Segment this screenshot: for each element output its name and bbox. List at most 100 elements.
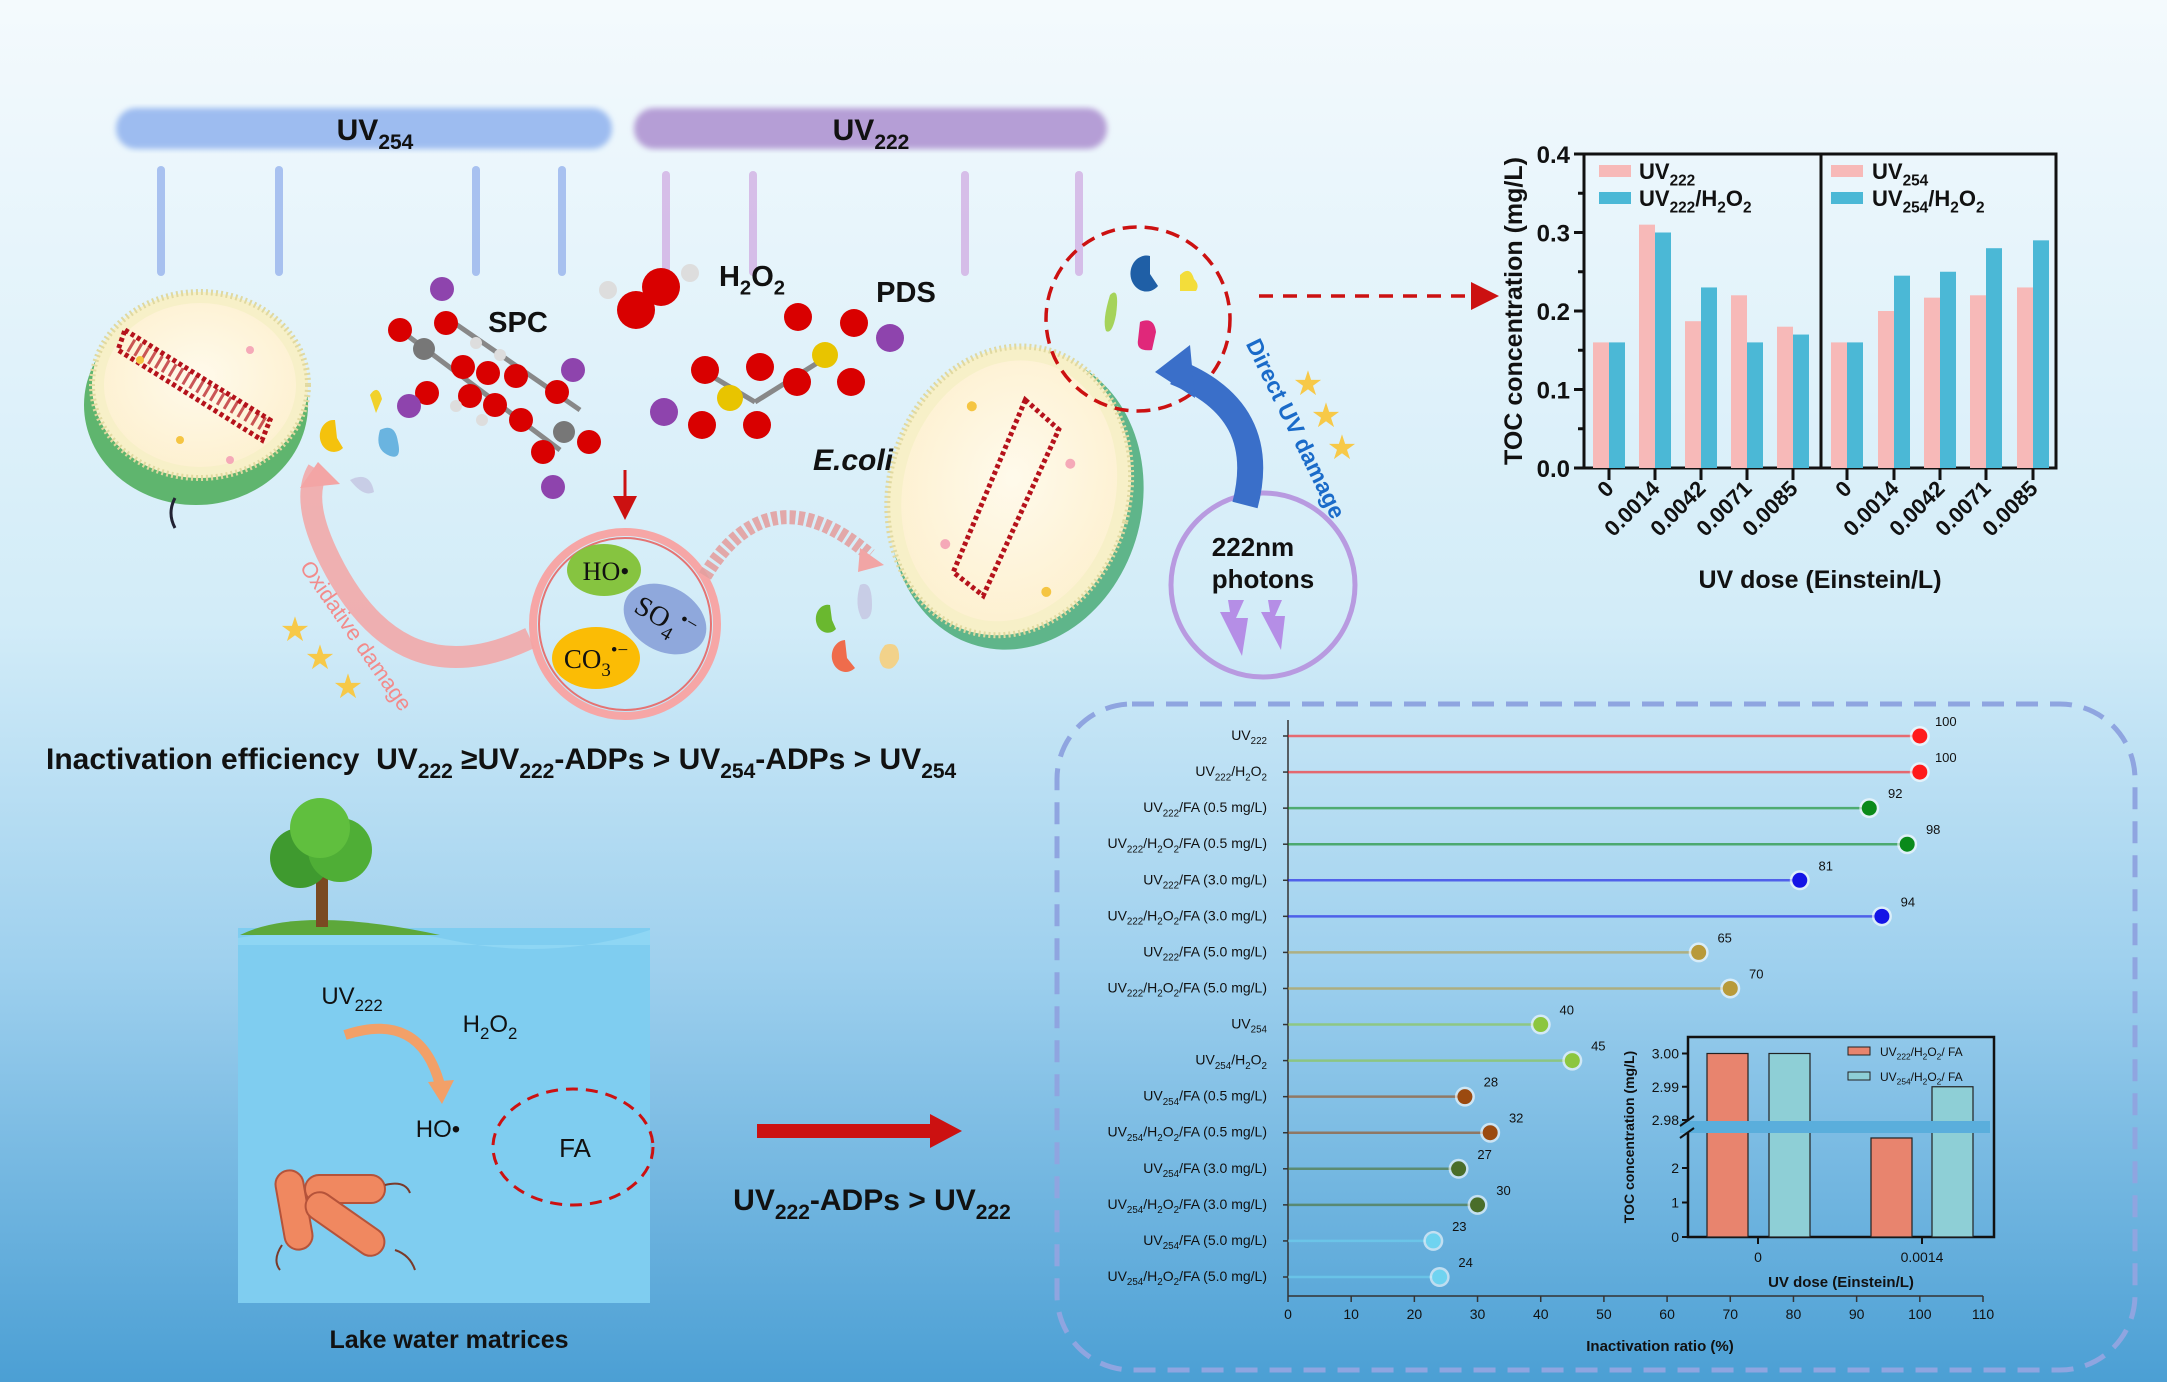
- lollipop-dot: [1722, 980, 1738, 996]
- bar: [1639, 224, 1655, 468]
- uv254-label: UV254: [337, 114, 414, 154]
- y-tick-label: 0.4: [1537, 142, 1571, 169]
- svg-text:★: ★: [280, 611, 310, 649]
- value-label: 94: [1901, 894, 1915, 909]
- pds-molecule: [650, 303, 904, 439]
- legend-swatch: [1831, 165, 1863, 177]
- value-label: 30: [1496, 1183, 1510, 1198]
- direct-damage-arrow: [1169, 359, 1264, 509]
- photons-label: photons: [1212, 564, 1315, 594]
- lake-h2o2-label: H2O2: [463, 1011, 518, 1043]
- lollipop-dot: [1912, 764, 1928, 780]
- x-axis-label: UV dose (Einstein/L): [1768, 1274, 1914, 1291]
- bar: [1894, 275, 1910, 468]
- y-tick-label: 0.2: [1537, 299, 1570, 326]
- spc-molecule: [388, 277, 601, 499]
- lollipop-dot: [1451, 1161, 1467, 1177]
- value-label: 81: [1819, 858, 1833, 873]
- lollipop-dot: [1792, 872, 1808, 888]
- lollipop-dot: [1457, 1089, 1473, 1105]
- lollipop-dot: [1899, 836, 1915, 852]
- value-label: 70: [1749, 966, 1763, 981]
- category-label: UV254: [1231, 1016, 1267, 1036]
- damage-zoom-circle: [1044, 225, 1232, 413]
- bar: [1747, 342, 1763, 468]
- lollipop-dot: [1482, 1125, 1498, 1141]
- x-tick-label: 50: [1596, 1306, 1612, 1322]
- bar: [1685, 321, 1701, 468]
- bar: [1986, 248, 2002, 468]
- y-tick-label: 1: [1671, 1195, 1679, 1211]
- photons-wavelength-label: 222nm: [1212, 532, 1294, 562]
- y-axis-label: TOC concentration (mg/L): [1500, 157, 1528, 465]
- carbonate-radical-label: CO3•−: [564, 640, 628, 681]
- uv222-label: UV222: [833, 114, 910, 154]
- value-label: 24: [1458, 1255, 1472, 1270]
- x-tick-label: 80: [1786, 1306, 1802, 1322]
- value-label: 65: [1717, 930, 1731, 945]
- legend-swatch: [1599, 192, 1631, 204]
- legend-swatch: [1847, 1071, 1871, 1081]
- inset-frame: [1686, 1035, 1996, 1239]
- svg-text:★: ★: [305, 639, 335, 677]
- oxidative-damage-arrow: [300, 464, 535, 668]
- bar: [1831, 342, 1847, 468]
- category-label: UV222/H2O2/FA (5.0 mg/L): [1107, 979, 1267, 999]
- bar: [1931, 1086, 1974, 1238]
- bar: [1655, 232, 1671, 468]
- y-axis-label: TOC concentration (mg/L): [1621, 1051, 1637, 1223]
- y-tick-label: 2.99: [1652, 1079, 1679, 1095]
- bar: [1940, 271, 1956, 468]
- category-label: UV222/FA (5.0 mg/L): [1143, 943, 1267, 963]
- bar: [1878, 311, 1894, 468]
- uv254-lamp: UV254: [116, 108, 612, 276]
- value-label: 28: [1484, 1075, 1498, 1090]
- x-tick-label: 30: [1470, 1306, 1486, 1322]
- y-tick-label: 3.00: [1652, 1046, 1679, 1062]
- legend-label: UV254/H2O2/ FA: [1880, 1070, 1963, 1087]
- lollipop-dot: [1564, 1053, 1580, 1069]
- bar: [1793, 334, 1809, 468]
- category-label: UV254/FA (0.5 mg/L): [1143, 1088, 1267, 1108]
- svg-text:★: ★: [1327, 429, 1357, 467]
- bacterial-cell-ecoli: [884, 343, 1144, 650]
- svg-text:★: ★: [1293, 365, 1323, 403]
- bar: [1768, 1052, 1811, 1238]
- lollipop-dot: [1533, 1017, 1549, 1033]
- x-tick-label: 90: [1849, 1306, 1865, 1322]
- x-tick-label: 10: [1343, 1306, 1359, 1322]
- h2o2-label: H2O2: [719, 261, 785, 300]
- bar: [1593, 342, 1609, 468]
- lollipop-dot: [1861, 800, 1877, 816]
- lollipop-dot: [1874, 908, 1890, 924]
- cell-debris-right: [815, 583, 900, 672]
- category-label: UV254/H2O2/FA (5.0 mg/L): [1107, 1268, 1267, 1288]
- value-label: 98: [1926, 822, 1940, 837]
- y-tick-label: 2: [1671, 1160, 1679, 1176]
- h2o2-molecule: [599, 264, 699, 329]
- legend-label: UV254/H2O2: [1872, 186, 1985, 217]
- lightning-icon: [1220, 600, 1248, 656]
- category-label: UV254/FA (5.0 mg/L): [1143, 1232, 1267, 1252]
- comparison-statement: UV222-ADPs > UV222: [733, 1184, 1011, 1224]
- y-tick-label: 0: [1671, 1229, 1679, 1245]
- category-label: UV254/H2O2: [1195, 1052, 1267, 1072]
- bar: [1870, 1137, 1913, 1238]
- value-label: 27: [1477, 1147, 1491, 1162]
- x-tick-label: 60: [1659, 1306, 1675, 1322]
- category-label: UV222: [1231, 727, 1267, 747]
- pds-label: PDS: [876, 277, 936, 309]
- bar: [1924, 297, 1940, 468]
- fa-circle: [491, 1087, 655, 1207]
- tree-icon: [240, 798, 440, 935]
- value-label: 32: [1509, 1111, 1523, 1126]
- category-label: UV254/H2O2/FA (0.5 mg/L): [1107, 1124, 1267, 1144]
- y-tick-label: 2.98: [1652, 1112, 1679, 1128]
- lake-hydroxyl-label: HO•: [416, 1116, 460, 1143]
- uv222-lamp: UV222: [634, 108, 1107, 276]
- photons-circle: 222nm photons: [1168, 490, 1358, 680]
- category-label: UV222/FA (3.0 mg/L): [1143, 871, 1267, 891]
- ecoli-label: E.coli: [813, 444, 894, 477]
- x-tick-label: 110: [1972, 1306, 1995, 1322]
